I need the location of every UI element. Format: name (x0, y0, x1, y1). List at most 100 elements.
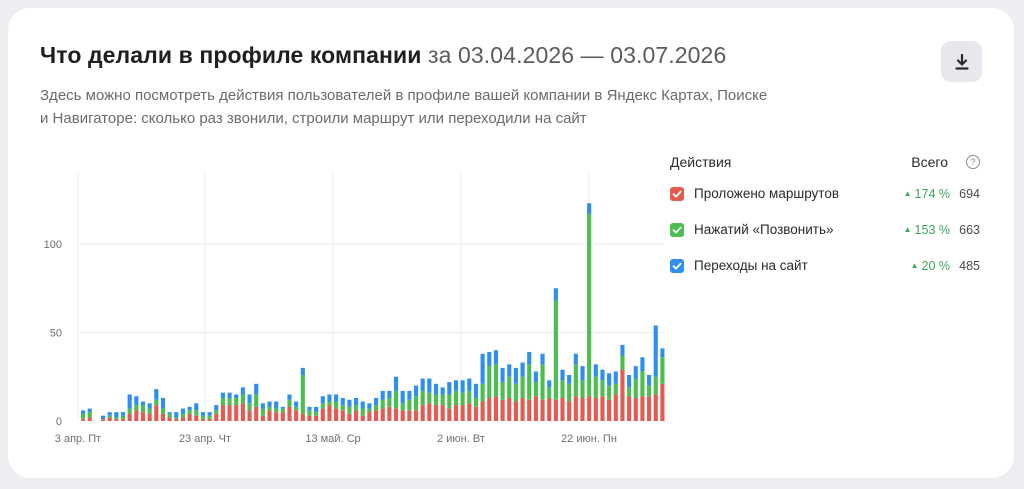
bar-segment-site[interactable] (87, 408, 92, 413)
bar-segment-routes[interactable] (167, 417, 172, 421)
bar-segment-site[interactable] (81, 410, 86, 414)
bar-segment-routes[interactable] (280, 412, 285, 421)
bar-segment-site[interactable] (140, 401, 146, 406)
bar-segment-calls[interactable] (320, 403, 325, 409)
bar-segment-site[interactable] (300, 367, 305, 375)
bar-segment-site[interactable] (620, 344, 625, 356)
bar-segment-site[interactable] (460, 380, 465, 393)
bar-segment-routes[interactable] (334, 408, 339, 421)
bar-segment-calls[interactable] (307, 410, 312, 416)
bar-segment-calls[interactable] (493, 364, 498, 397)
bar-segment-site[interactable] (533, 371, 538, 383)
bar-segment-routes[interactable] (560, 397, 565, 421)
bar-segment-site[interactable] (220, 392, 225, 398)
bar-segment-calls[interactable] (200, 415, 205, 420)
bar-segment-calls[interactable] (274, 408, 279, 413)
bar-segment-site[interactable] (427, 378, 432, 393)
bar-segment-calls[interactable] (553, 300, 558, 400)
bar-segment-routes[interactable] (180, 417, 186, 421)
bar-segment-routes[interactable] (660, 383, 665, 421)
bar-segment-routes[interactable] (427, 403, 432, 421)
bar-segment-routes[interactable] (540, 399, 545, 421)
bar-segment-calls[interactable] (167, 413, 172, 418)
bar-segment-site[interactable] (240, 387, 245, 395)
bar-segment-site[interactable] (653, 325, 658, 377)
bar-segment-calls[interactable] (260, 408, 265, 416)
bar-segment-routes[interactable] (194, 415, 199, 421)
bar-segment-calls[interactable] (573, 364, 578, 397)
bar-segment-routes[interactable] (267, 410, 272, 421)
bar-segment-calls[interactable] (420, 390, 425, 406)
bar-segment-site[interactable] (174, 412, 179, 418)
bar-segment-calls[interactable] (387, 397, 392, 407)
bar-segment-routes[interactable] (227, 405, 232, 421)
bar-segment-calls[interactable] (334, 401, 339, 409)
bar-segment-site[interactable] (640, 357, 645, 372)
bar-segment-routes[interactable] (220, 405, 225, 421)
bar-segment-site[interactable] (547, 380, 552, 388)
bar-segment-routes[interactable] (567, 401, 572, 421)
bar-segment-site[interactable] (573, 353, 578, 365)
bar-segment-calls[interactable] (347, 406, 352, 414)
bar-segment-routes[interactable] (447, 408, 452, 421)
bar-segment-calls[interactable] (247, 403, 252, 411)
bar-segment-calls[interactable] (600, 380, 605, 397)
bar-segment-calls[interactable] (580, 380, 585, 398)
bar-segment-routes[interactable] (160, 413, 166, 421)
bar-segment-site[interactable] (260, 403, 265, 409)
bar-segment-site[interactable] (374, 397, 379, 406)
bar-segment-routes[interactable] (493, 396, 498, 421)
bar-segment-calls[interactable] (360, 408, 365, 416)
bar-segment-site[interactable] (147, 403, 152, 409)
bar-segment-calls[interactable] (640, 371, 645, 397)
bar-segment-site[interactable] (660, 348, 665, 358)
bar-segment-routes[interactable] (600, 396, 605, 421)
bar-segment-site[interactable] (367, 403, 372, 409)
bar-segment-calls[interactable] (540, 364, 545, 400)
bar-segment-site[interactable] (627, 374, 632, 388)
bar-segment-site[interactable] (320, 396, 325, 404)
bar-segment-site[interactable] (447, 382, 452, 395)
bar-segment-routes[interactable] (307, 415, 312, 421)
bar-segment-routes[interactable] (214, 413, 219, 421)
bar-segment-site[interactable] (287, 394, 292, 400)
bar-segment-calls[interactable] (613, 383, 618, 395)
bar-segment-routes[interactable] (134, 410, 139, 421)
bar-segment-site[interactable] (433, 383, 439, 395)
bar-segment-site[interactable] (487, 351, 492, 367)
bar-segment-site[interactable] (513, 367, 518, 384)
bar-segment-site[interactable] (114, 412, 119, 418)
bar-segment-calls[interactable] (107, 415, 112, 418)
checkbox-calls[interactable] (670, 223, 684, 237)
bar-segment-calls[interactable] (487, 366, 492, 398)
bar-segment-site[interactable] (380, 390, 385, 400)
bar-segment-routes[interactable] (487, 397, 492, 421)
bar-segment-routes[interactable] (120, 419, 126, 421)
bar-segment-site[interactable] (567, 374, 572, 384)
bar-segment-site[interactable] (647, 374, 652, 386)
bar-segment-site[interactable] (347, 399, 352, 407)
bar-segment-site[interactable] (600, 369, 605, 381)
bar-segment-site[interactable] (500, 367, 505, 383)
bar-segment-site[interactable] (413, 385, 419, 397)
bar-segment-site[interactable] (200, 412, 205, 416)
bar-segment-site[interactable] (580, 366, 585, 381)
bar-segment-site[interactable] (180, 408, 186, 414)
bar-segment-calls[interactable] (127, 408, 132, 414)
bar-segment-site[interactable] (187, 406, 192, 411)
bar-segment-routes[interactable] (260, 415, 265, 421)
bar-segment-calls[interactable] (174, 417, 179, 420)
bar-segment-calls[interactable] (407, 399, 412, 411)
bar-segment-routes[interactable] (393, 408, 399, 421)
help-icon[interactable]: ? (966, 155, 980, 169)
bar-segment-routes[interactable] (207, 419, 212, 421)
bar-segment-calls[interactable] (653, 376, 658, 395)
bar-segment-calls[interactable] (367, 408, 372, 413)
bar-segment-calls[interactable] (267, 406, 272, 411)
checkbox-routes[interactable] (670, 187, 684, 201)
bar-segment-site[interactable] (267, 401, 272, 407)
bar-segment-site[interactable] (453, 380, 459, 391)
bar-segment-routes[interactable] (100, 419, 106, 421)
bar-segment-routes[interactable] (520, 397, 525, 421)
bar-segment-site[interactable] (294, 401, 299, 407)
